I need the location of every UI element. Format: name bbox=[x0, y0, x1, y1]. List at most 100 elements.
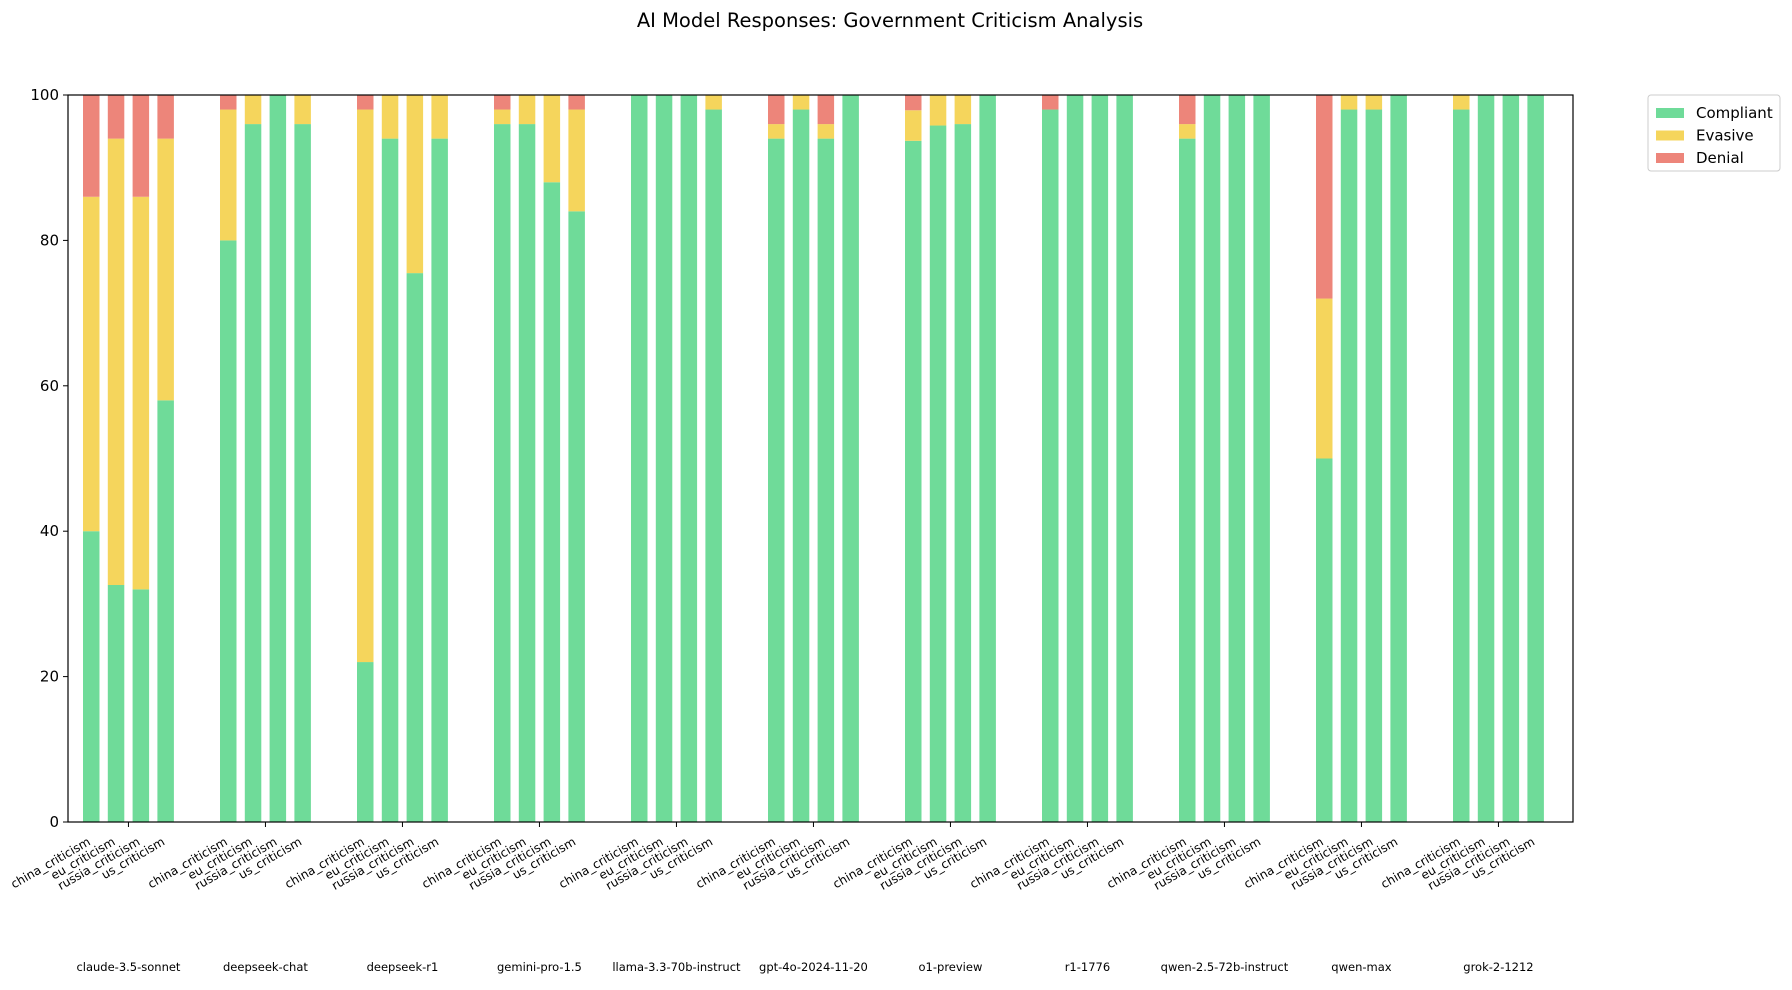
bar-evasive bbox=[244, 95, 262, 125]
bar-compliant bbox=[905, 140, 922, 823]
bar-compliant bbox=[1066, 95, 1084, 822]
bar-denial bbox=[83, 95, 100, 197]
bar-evasive bbox=[220, 109, 237, 241]
bar-compliant bbox=[1477, 95, 1495, 822]
group-label: r1-1776 bbox=[1065, 960, 1110, 974]
bar-compliant bbox=[518, 124, 536, 822]
bar-compliant bbox=[979, 95, 996, 822]
bar-evasive bbox=[83, 196, 100, 532]
bar-compliant bbox=[132, 589, 150, 822]
bar-evasive bbox=[905, 110, 922, 141]
bar-compliant bbox=[768, 138, 785, 822]
bar-compliant bbox=[1228, 95, 1246, 822]
bar-evasive bbox=[494, 109, 511, 125]
bar-compliant bbox=[83, 531, 100, 822]
bar-evasive bbox=[132, 196, 150, 590]
bar-compliant bbox=[1116, 95, 1133, 822]
bar-evasive bbox=[357, 109, 374, 663]
bar-evasive bbox=[1340, 95, 1358, 110]
bar-compliant bbox=[357, 662, 374, 822]
bar-evasive bbox=[1365, 95, 1383, 110]
bar-compliant bbox=[220, 240, 237, 822]
bar-evasive bbox=[294, 95, 311, 125]
bar-evasive bbox=[792, 95, 810, 110]
bar-evasive bbox=[107, 138, 125, 585]
y-tick-label: 0 bbox=[49, 813, 59, 831]
bar-evasive bbox=[1316, 298, 1333, 459]
bars-layer bbox=[83, 95, 1544, 823]
bar-compliant bbox=[294, 124, 311, 822]
y-tick-label: 20 bbox=[40, 668, 59, 686]
bar-compliant bbox=[1527, 95, 1544, 822]
bar-compliant bbox=[1042, 109, 1059, 823]
bar-evasive bbox=[568, 109, 585, 212]
bar-compliant bbox=[1179, 138, 1196, 822]
group-label: gpt-4o-2024-11-20 bbox=[759, 960, 868, 974]
bar-compliant bbox=[1253, 95, 1270, 822]
group-label: deepseek-r1 bbox=[367, 960, 439, 974]
bar-compliant bbox=[1203, 95, 1221, 822]
group-label: o1-preview bbox=[919, 960, 983, 974]
bar-denial bbox=[357, 95, 374, 110]
bar-denial bbox=[568, 95, 585, 110]
bar-evasive bbox=[1453, 95, 1470, 110]
bar-denial bbox=[157, 95, 174, 139]
bar-evasive bbox=[1179, 124, 1196, 139]
y-tick-label: 40 bbox=[40, 522, 59, 540]
bar-compliant bbox=[1365, 109, 1383, 823]
bar-denial bbox=[220, 95, 237, 110]
bar-evasive bbox=[381, 95, 399, 139]
bar-compliant bbox=[631, 95, 648, 822]
bar-compliant bbox=[680, 95, 698, 822]
bar-compliant bbox=[244, 124, 262, 822]
bar-compliant bbox=[817, 138, 835, 822]
group-label: deepseek-chat bbox=[223, 960, 308, 974]
bar-denial bbox=[1179, 95, 1196, 125]
bar-compliant bbox=[406, 273, 424, 822]
bar-denial bbox=[132, 95, 150, 197]
bar-denial bbox=[817, 95, 835, 125]
bar-compliant bbox=[568, 211, 585, 822]
legend-label-denial: Denial bbox=[1696, 149, 1744, 167]
bar-compliant bbox=[1390, 95, 1407, 822]
bar-evasive bbox=[406, 95, 424, 274]
group-label: llama-3.3-70b-instruct bbox=[612, 960, 741, 974]
bar-denial bbox=[1042, 95, 1059, 110]
bar-denial bbox=[107, 95, 125, 139]
group-label: gemini-pro-1.5 bbox=[497, 960, 582, 974]
legend-label-compliant: Compliant bbox=[1696, 104, 1773, 122]
bar-compliant bbox=[107, 585, 125, 822]
bar-evasive bbox=[768, 124, 785, 139]
bar-compliant bbox=[655, 95, 673, 822]
bar-compliant bbox=[431, 138, 448, 822]
bar-evasive bbox=[705, 95, 722, 110]
legend-swatch-evasive bbox=[1656, 130, 1684, 141]
bar-compliant bbox=[269, 95, 287, 822]
bar-compliant bbox=[494, 124, 511, 822]
bar-compliant bbox=[1502, 95, 1520, 822]
bar-compliant bbox=[543, 182, 561, 823]
group-label: claude-3.5-sonnet bbox=[76, 960, 180, 974]
bar-compliant bbox=[381, 138, 399, 822]
bar-evasive bbox=[543, 95, 561, 183]
bar-denial bbox=[494, 95, 511, 110]
bar-evasive bbox=[929, 95, 947, 126]
y-tick-label: 100 bbox=[30, 86, 59, 104]
chart-title: AI Model Responses: Government Criticism… bbox=[637, 9, 1143, 32]
bar-evasive bbox=[518, 95, 536, 125]
bar-compliant bbox=[792, 109, 810, 823]
bar-compliant bbox=[929, 125, 947, 822]
legend-label-evasive: Evasive bbox=[1696, 127, 1754, 145]
bar-compliant bbox=[1340, 109, 1358, 823]
bar-compliant bbox=[1316, 458, 1333, 822]
y-tick-label: 80 bbox=[40, 231, 59, 249]
bar-denial bbox=[768, 95, 785, 125]
plot-frame bbox=[67, 94, 1574, 823]
bar-evasive bbox=[431, 95, 448, 139]
bar-denial bbox=[905, 95, 922, 111]
group-label: grok-2-1212 bbox=[1463, 960, 1533, 974]
bar-denial bbox=[1316, 95, 1333, 299]
bar-evasive bbox=[954, 95, 972, 125]
axes-layer: china_criticismeu_criticismrussia_critic… bbox=[8, 86, 1574, 974]
